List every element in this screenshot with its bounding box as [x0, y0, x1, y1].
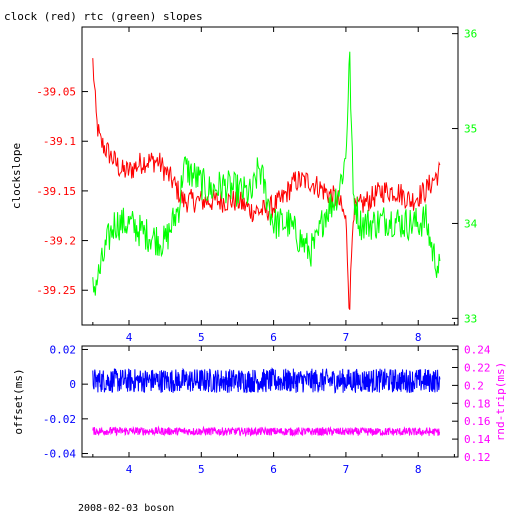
series-line-left — [92, 367, 441, 394]
y2-tick-label: 34 — [464, 217, 478, 230]
y-tick-label: -39.2 — [43, 235, 76, 248]
y-tick-label: -39.1 — [43, 135, 76, 148]
bottom-chart-series — [92, 367, 441, 438]
bottom-chart: offset(ms) rnd-trip(ms) 4 5 6 7 8 0.02 0 -0.02 -… — [12, 343, 507, 476]
top-chart-y-axis-label: clockslope — [10, 143, 23, 209]
y2-tick-label: 0.22 — [464, 361, 491, 374]
x-tick-label: 6 — [270, 463, 277, 476]
x-tick-label: 4 — [126, 463, 133, 476]
y-tick-label: 0.02 — [50, 343, 77, 356]
y-tick-label: -39.05 — [36, 86, 76, 99]
y2-tick-label: 0.18 — [464, 397, 491, 410]
x-tick-label: 6 — [270, 331, 277, 344]
top-chart: clockslope 4 5 6 7 8 -39.05 -39.1 -39.15 -39.2 -3… — [10, 26, 478, 344]
x-tick-label: 7 — [343, 463, 350, 476]
y2-tick-label: 35 — [464, 123, 477, 136]
top-chart-frame — [81, 26, 459, 326]
y2-tick-label: 36 — [464, 28, 477, 41]
y-tick-label: -0.02 — [43, 413, 76, 426]
footer-caption: 2008-02-03 boson — [78, 503, 174, 512]
top-chart-axes: 4 5 6 7 8 -39.05 -39.1 -39.15 -39.2 -39.25 33 34 35 3… — [36, 27, 478, 344]
bottom-chart-frame — [81, 345, 459, 458]
y2-tick-label: 0.24 — [464, 344, 491, 357]
series-line-right — [92, 51, 441, 296]
y2-tick-label: 0.12 — [464, 451, 491, 464]
x-tick-label: 8 — [415, 463, 422, 476]
bottom-chart-axes: 4 5 6 7 8 0.02 0 -0.02 -0.04 0.24 0.22 0.2 0.18 0.16 0… — [43, 343, 491, 476]
y2-tick-label: 0.2 — [464, 379, 484, 392]
x-tick-label: 5 — [198, 463, 205, 476]
x-tick-label: 5 — [198, 331, 205, 344]
x-tick-label: 4 — [126, 331, 133, 344]
top-chart-series — [92, 51, 441, 310]
bottom-chart-y-axis-label: offset(ms) — [12, 368, 25, 434]
y-tick-label: -0.04 — [43, 448, 76, 461]
chart-title: clock (red) rtc (green) slopes — [4, 10, 203, 23]
y-tick-label: 0 — [69, 378, 76, 391]
x-tick-label: 8 — [415, 331, 422, 344]
series-line-right — [92, 425, 441, 438]
bottom-chart-y2-axis-label: rnd-trip(ms) — [494, 362, 507, 441]
y-tick-label: -39.15 — [36, 185, 76, 198]
y2-tick-label: 33 — [464, 312, 477, 325]
y2-tick-label: 0.16 — [464, 415, 491, 428]
series-line-left — [92, 58, 441, 310]
x-tick-label: 7 — [343, 331, 350, 344]
y-tick-label: -39.25 — [36, 284, 76, 297]
y2-tick-label: 0.14 — [464, 433, 491, 446]
